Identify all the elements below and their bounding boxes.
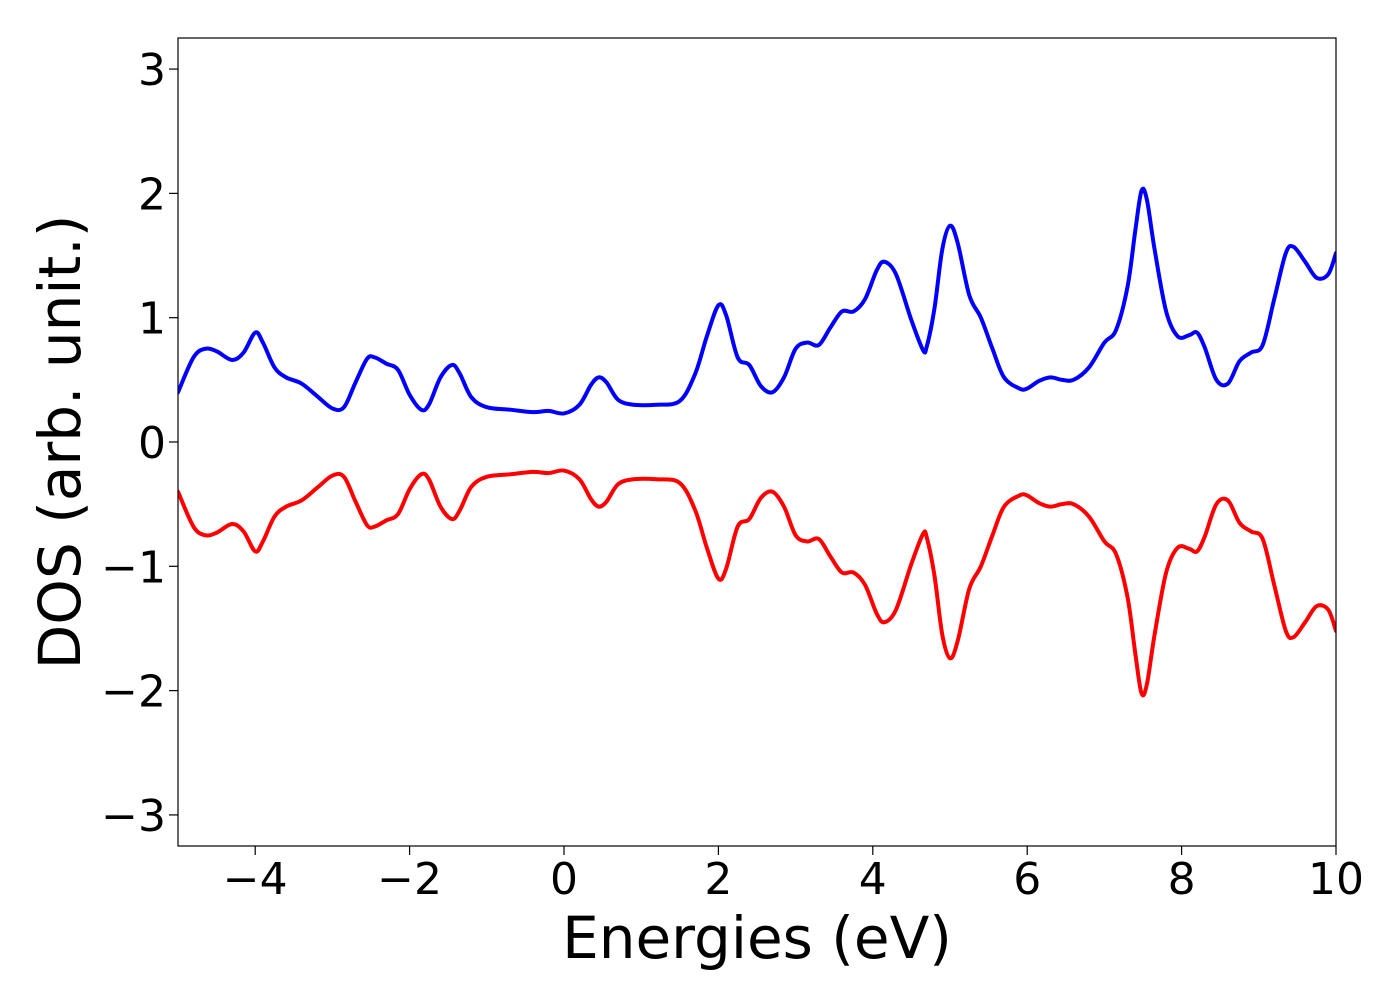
x-axis-ticks: −4 −2 0 2 4 6 8 10 xyxy=(223,846,1364,905)
x-tick-label: 10 xyxy=(1308,854,1364,905)
x-tick-label: 0 xyxy=(550,854,578,905)
series-line-spin-up xyxy=(178,186,1336,416)
y-tick-label: −3 xyxy=(101,791,166,842)
x-tick-label: 8 xyxy=(1168,854,1196,905)
y-axis-ticks: −3 −2 −1 0 1 2 3 xyxy=(101,45,178,842)
y-tick-label: 1 xyxy=(138,294,166,345)
x-tick-label: 2 xyxy=(704,854,732,905)
x-tick-label: 6 xyxy=(1013,854,1041,905)
x-tick-label: −2 xyxy=(377,854,442,905)
plot-frame xyxy=(177,37,1337,847)
x-axis-label: Energies (eV) xyxy=(562,904,952,972)
y-tick-label: −2 xyxy=(101,667,166,718)
x-tick-label: −4 xyxy=(223,854,288,905)
x-tick-label: 4 xyxy=(859,854,887,905)
y-tick-label: 0 xyxy=(138,418,166,469)
y-tick-label: 3 xyxy=(138,45,166,96)
y-tick-label: −1 xyxy=(101,542,166,593)
series-line-spin-down xyxy=(178,468,1336,698)
y-tick-label: 2 xyxy=(138,169,166,220)
y-axis-label: DOS (arb. unit.) xyxy=(26,215,94,670)
series-layer xyxy=(178,186,1336,698)
